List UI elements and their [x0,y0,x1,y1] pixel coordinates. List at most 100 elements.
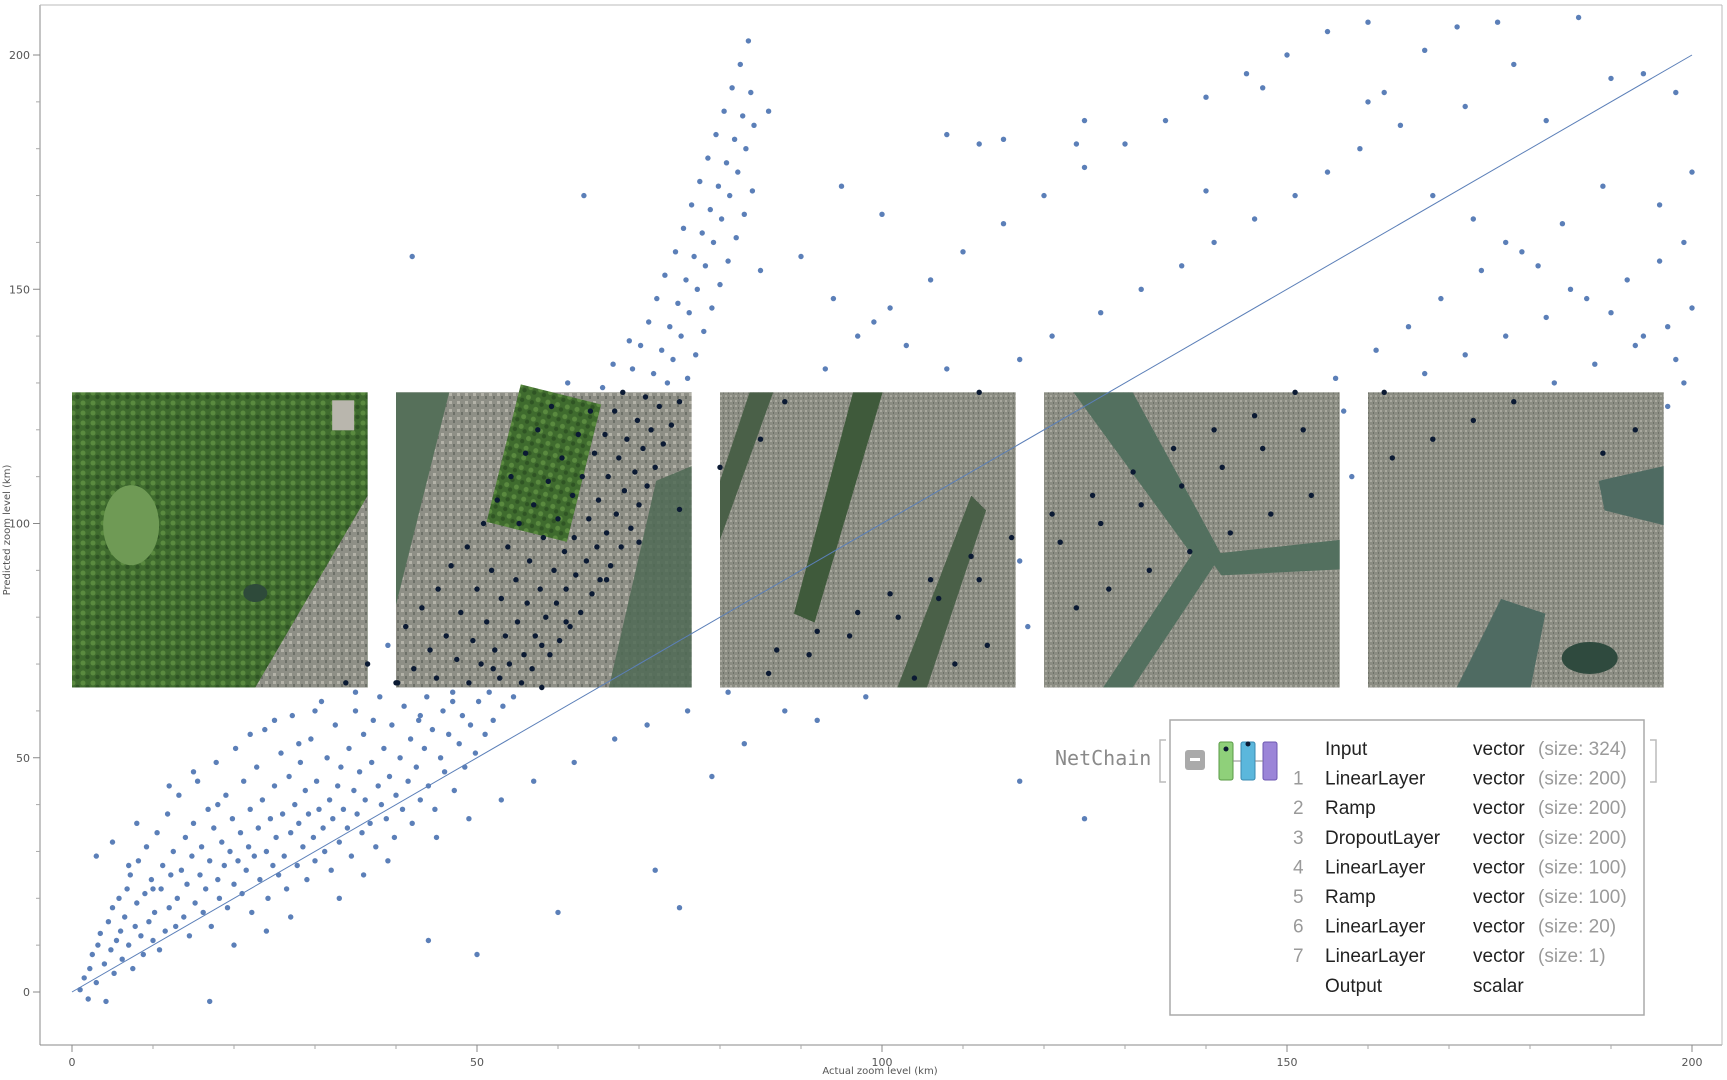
data-point [375,783,381,789]
data-point [338,764,344,770]
data-point [628,525,634,531]
data-point [409,820,415,826]
data-point [429,726,436,733]
data-point [103,998,109,1005]
data-point [166,905,172,911]
data-point [575,431,581,438]
x-axis-title: Actual zoom level (km) [822,1066,937,1077]
data-point [302,787,308,794]
data-point [1081,164,1088,171]
data-point [879,211,885,217]
data-point [1381,89,1387,96]
layer-size: (size: 100) [1538,887,1627,908]
layer-row: 3 DropoutLayer vector (size: 200) [1293,828,1627,849]
data-point [505,544,511,550]
data-point [569,492,576,499]
data-point [288,830,294,836]
data-point [676,905,683,911]
data-point [184,881,190,887]
data-point [235,858,241,864]
data-point [1470,216,1477,222]
data-point [543,614,549,620]
data-point [887,305,893,311]
data-point [944,131,950,138]
data-point [443,633,449,639]
data-point [855,609,861,616]
data-point [245,844,252,850]
data-point [1511,61,1517,68]
data-point [629,366,636,372]
layer-row: 1 LinearLayer vector (size: 200) [1293,769,1627,790]
data-point [668,422,675,428]
data-point [1203,188,1209,194]
data-point [484,619,490,625]
layer-number: 2 [1293,798,1304,819]
layer-number: 5 [1293,887,1304,908]
data-point [745,38,752,44]
data-point [1268,511,1274,517]
data-point [186,933,193,939]
data-point [911,675,918,681]
data-point [373,844,379,850]
data-point [300,844,306,850]
data-point [532,633,538,639]
data-point [707,206,713,213]
data-point [642,394,649,400]
data-point [409,253,415,260]
data-point [275,872,282,878]
data-point [1017,558,1023,564]
data-point [1640,71,1647,77]
data-point [1041,192,1047,199]
data-point [1146,567,1153,573]
data-point [425,783,432,789]
data-point [723,160,730,166]
data-point [378,801,385,808]
data-point [1187,548,1193,555]
data-point [1308,492,1315,499]
data-point [976,141,982,147]
data-point [693,352,699,358]
data-point [263,928,270,934]
data-point [454,656,460,663]
data-point [381,745,387,752]
y-tick-label: 0 [23,986,30,999]
data-point [599,384,606,391]
data-point [715,183,722,189]
data-point [749,188,756,194]
data-point [194,778,201,784]
data-point [362,797,368,803]
data-point [127,872,133,878]
data-point [1098,520,1104,527]
data-point [740,113,746,119]
data-point [229,816,236,822]
data-point [320,825,326,831]
data-point [1081,816,1088,822]
data-point [403,623,409,630]
data-point [192,900,198,906]
data-point [743,146,749,152]
data-point [531,778,537,784]
x-tick-label: 100 [872,1056,893,1069]
data-point [480,520,487,527]
data-point [1365,99,1371,105]
data-point [241,778,247,784]
data-point [211,825,217,831]
data-point [603,577,610,583]
layer-type: vector [1473,887,1525,908]
data-point [1057,539,1063,545]
data-point [466,680,472,686]
data-point [109,839,116,845]
data-point [278,750,284,756]
data-point [232,745,239,752]
data-point [846,633,853,639]
collapse-toggle-icon[interactable] [1185,750,1205,770]
data-point [304,876,310,883]
data-point [782,708,788,714]
data-point [672,249,679,255]
data-point [548,403,555,410]
data-point [522,450,529,456]
layer-name: LinearLayer [1325,769,1426,790]
data-point [691,253,697,260]
data-point [644,722,650,728]
data-point [513,577,519,583]
